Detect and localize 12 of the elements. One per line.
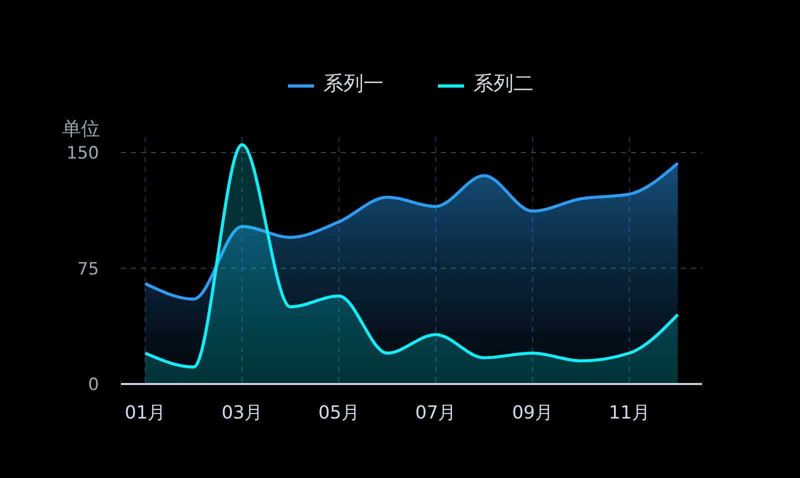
- x-tick-label: 05月: [318, 402, 360, 424]
- x-tick-label: 07月: [415, 402, 456, 424]
- y-tick-label: 75: [77, 259, 99, 280]
- x-tick-label: 03月: [222, 402, 262, 424]
- y-tick-label: 0: [88, 375, 99, 396]
- y-axis-title: 单位: [62, 118, 100, 140]
- x-tick-label: 09月: [512, 402, 553, 424]
- y-tick-label: 150: [66, 143, 99, 164]
- x-tick-label: 01月: [124, 402, 166, 424]
- legend-label: 系列二: [474, 71, 534, 95]
- x-tick-label: 11月: [608, 402, 650, 424]
- legend-label: 系列一: [324, 71, 384, 95]
